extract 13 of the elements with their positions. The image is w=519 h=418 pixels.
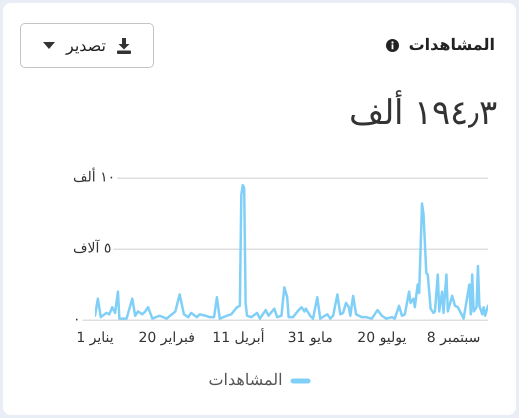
y-tick-label: ٠ xyxy=(73,312,81,328)
x-tick-label: 20 يوليو xyxy=(357,330,407,346)
x-tick-label: 31 مايو xyxy=(288,330,333,346)
y-tick-label: ١٠ ألف xyxy=(73,168,116,186)
legend-label: المشاهدات xyxy=(208,370,283,390)
x-tick-label: 1 يناير xyxy=(76,330,114,346)
chart-subtitle: ١٩٤٫٣ ألف xyxy=(349,89,497,135)
chart-title: المشاهدات xyxy=(408,34,495,56)
export-button[interactable]: تصدير xyxy=(20,23,154,68)
x-tick-label: 8 سبتمبر xyxy=(426,330,480,346)
x-tick-label: 11 أبريل xyxy=(212,328,265,346)
y-tick-label: ٥ آلاف xyxy=(73,238,112,257)
x-tick-label: 20 فبراير xyxy=(138,330,195,346)
